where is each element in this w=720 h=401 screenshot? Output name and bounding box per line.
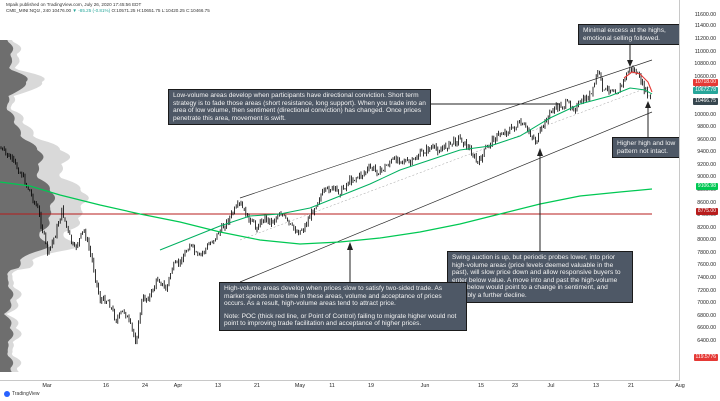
price-tick-label: 6400.00 (697, 337, 716, 344)
channel-mid-line (239, 85, 653, 241)
price-tick-label: 11400.00 (694, 23, 716, 30)
callout-low-volume: Low-volume areas develop when participan… (168, 89, 431, 126)
price-tick-label: 9800.00 (697, 124, 716, 131)
footer-brand-label: TradingView (12, 391, 40, 397)
price-tick-label: 6600.00 (697, 325, 716, 332)
price-tick-label: 8800.00 (697, 187, 716, 193)
ohlc-values: O:10571.25 H:10651.75 L:10420.25 C:10466… (111, 7, 210, 13)
time-tick-label: 19 (368, 383, 374, 389)
time-tick-label: Jul (547, 383, 555, 389)
time-tick-label: 21 (254, 383, 260, 389)
recent-high-line (623, 71, 653, 93)
callout-low-volume-text: Low-volume areas develop when participan… (173, 92, 426, 122)
time-tick-label: May (294, 383, 306, 389)
moving-average-fast (159, 87, 653, 251)
price-badge-last: 10466.75 (693, 98, 718, 105)
footer-branding: TradingView (4, 391, 40, 397)
price-tick-label: 8400.00 (697, 212, 716, 219)
pointer-arrow-minimal-excess (627, 60, 633, 67)
pointer-arrow-higher-high (645, 101, 651, 108)
tradingview-logo-icon (4, 391, 10, 397)
callout-high-volume-text: High-volume areas develop when prices sl… (224, 285, 443, 308)
price-tick-label: 6800.00 (697, 312, 716, 319)
callout-minimal-excess-text: Minimal excess at the highs, emotional s… (583, 27, 666, 42)
time-tick-label: Aug (675, 383, 685, 389)
price-tick-label: 9200.00 (697, 161, 716, 168)
time-tick-label: 15 (478, 383, 484, 389)
price-badge-red: 10718.00 (693, 79, 718, 86)
time-axis[interactable]: Mar 16 24 Apr 13 21 May 11 19 Jun 15 23 Jul 13 21 Aug (0, 380, 685, 392)
price-tick-label: 9600.00 (697, 136, 716, 143)
channel-lower-line (239, 111, 653, 283)
price-tick-label: 11600.00 (694, 11, 716, 18)
callout-higher-high-text: Higher high and low pattern not intact. (617, 140, 676, 155)
pointer-arrow-high-volume (347, 242, 353, 250)
price-badge-green: 10672.78 (693, 87, 718, 94)
price-tick-label: 7800.00 (697, 249, 716, 256)
time-tick-label: 23 (512, 383, 518, 389)
time-tick-label: 13 (593, 383, 599, 389)
time-tick-label: Mar (42, 383, 52, 389)
price-tick-label: 9000.00 (697, 174, 716, 181)
time-tick-label: Jun (420, 383, 430, 389)
price-tick-label: 8600.00 (697, 199, 716, 206)
price-tick-label: 8200.00 (697, 224, 716, 231)
price-tick-label: 8000.00 (697, 237, 716, 244)
symbol-price: CME_MINI:NQ1!, 240 10476.00 (6, 7, 72, 13)
price-tick-label: 11000.00 (694, 48, 716, 55)
time-tick-label: 21 (628, 383, 634, 389)
callout-minimal-excess: Minimal excess at the highs, emotional s… (578, 24, 688, 46)
channel-upper-line (239, 59, 653, 199)
callout-poc-note-text: Note: POC (thick red line, or Point of C… (224, 312, 457, 328)
callout-higher-high: Higher high and low pattern not intact. (612, 137, 686, 159)
time-tick-label: 11 (329, 383, 335, 389)
price-tick-label: 7200.00 (697, 287, 716, 294)
time-tick-label: Apr (173, 383, 183, 389)
time-tick-label: 24 (142, 383, 148, 389)
price-badge-ma: 9106.98 (695, 183, 718, 190)
price-tick-label: 7000.00 (697, 300, 716, 307)
pointer-arrow-swing-auction (537, 148, 543, 156)
price-axis[interactable]: 11600.00 11400.00 11200.00 11000.00 10800.00… (679, 0, 720, 380)
callout-high-volume: High-volume areas develop when prices sl… (219, 282, 467, 331)
chart-header-ohlc: CME_MINI:NQ1!, 240 10476.00 ▼ -85.25 (-0… (6, 8, 210, 13)
price-tick-label: 7400.00 (697, 275, 716, 282)
price-tick-label: 11200.00 (694, 36, 716, 43)
price-tick-label: 10000.00 (694, 111, 716, 118)
price-tick-label: 10800.00 (694, 61, 716, 68)
time-tick-label: 13 (215, 383, 221, 389)
price-tick-label: 10600.00 (694, 73, 716, 80)
volume-profile-dark (0, 40, 56, 372)
price-badge-poc: 8775.00 (695, 208, 718, 215)
volume-badge: 119.5776 (693, 354, 718, 361)
callout-swing-auction: Swing auction is up, but periodic probes… (447, 251, 633, 303)
moving-average-slow (0, 181, 653, 245)
chart-header-title: Mpaik published on TradingView.com, July… (6, 2, 142, 7)
price-tick-label: 9400.00 (697, 149, 716, 156)
price-tick-label: 7600.00 (697, 262, 716, 269)
time-tick-label: 16 (103, 383, 109, 389)
callout-swing-auction-text: Swing auction is up, but periodic probes… (452, 254, 621, 299)
price-change: ▼ -85.25 (-0.81%) (72, 7, 111, 13)
